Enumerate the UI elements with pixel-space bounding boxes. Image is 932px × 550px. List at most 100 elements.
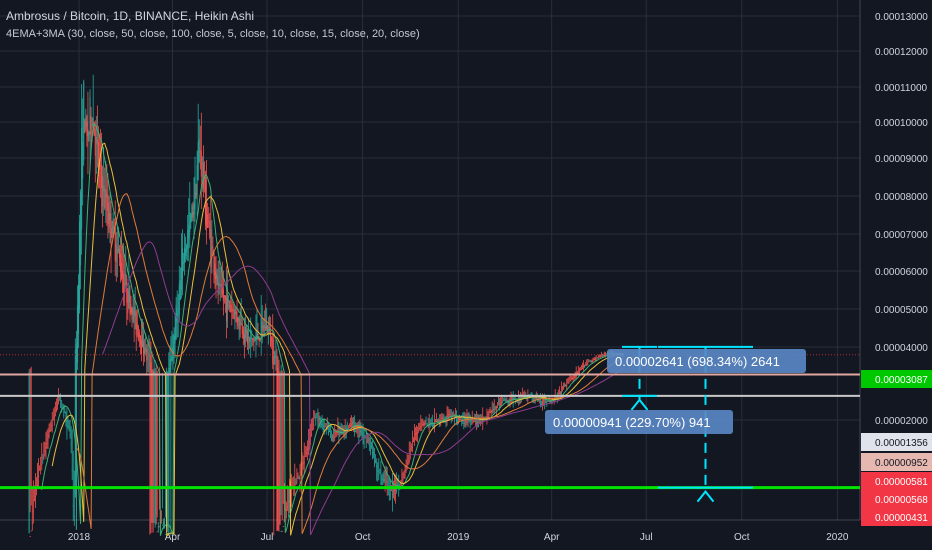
candle-body (286, 506, 288, 508)
candle-body (487, 416, 489, 418)
candle-body (554, 398, 556, 400)
candle-body (444, 420, 446, 422)
candle-body (338, 435, 340, 437)
candle-body (321, 424, 323, 426)
candle-body (583, 366, 585, 368)
candle-body (302, 462, 304, 464)
candle-body (475, 418, 477, 420)
ema-line (102, 241, 624, 536)
candle-body (305, 452, 307, 454)
candle-body (392, 490, 394, 492)
candle-body (272, 339, 274, 364)
candle-body (576, 372, 578, 374)
candle-body (209, 221, 211, 238)
candle-body (473, 420, 475, 422)
candle-body (572, 377, 574, 379)
candle-body (352, 422, 354, 424)
candle-body (580, 368, 582, 370)
candle-body (223, 295, 225, 297)
measure-arrow-head (696, 490, 715, 503)
candle-body (307, 447, 309, 449)
candle-body (42, 457, 44, 459)
candle-body (575, 375, 577, 377)
candle-body (184, 248, 186, 264)
candle-body (431, 425, 433, 427)
candle-body (271, 337, 273, 342)
candle-body (381, 478, 383, 480)
y-tick-label: 0.00009000 (875, 154, 928, 165)
candle-body (260, 317, 262, 340)
candle-body (602, 355, 604, 357)
candle-body (152, 371, 154, 533)
candle-body (104, 188, 106, 208)
candle-body (380, 483, 382, 485)
candle-body (358, 435, 360, 437)
measure-arrow-head (630, 398, 649, 411)
candle-body (192, 212, 194, 217)
candle-body (185, 248, 187, 256)
candle-body (543, 400, 545, 402)
candle-body (186, 245, 188, 253)
candle-body (77, 284, 79, 334)
x-tick-label: 2019 (447, 532, 470, 543)
candle-body (599, 356, 601, 358)
candle-body (236, 311, 238, 323)
candle-body (383, 480, 385, 482)
candle-body (311, 434, 313, 436)
candle-body (369, 449, 371, 451)
candle-body (270, 328, 272, 346)
candle-body (29, 535, 31, 537)
candle-body (319, 418, 321, 420)
candle-body (123, 273, 125, 293)
candle-body (210, 229, 212, 268)
candle-body (72, 505, 74, 507)
candle-body (35, 488, 37, 490)
candle-body (30, 530, 32, 532)
candle-body (566, 384, 568, 386)
candle-body (220, 284, 222, 287)
candle-body (118, 249, 120, 258)
candle-body (315, 418, 317, 420)
x-tick-label: Jul (640, 532, 653, 543)
candle-body (157, 526, 159, 528)
candle-body (438, 419, 440, 421)
candle-body (109, 206, 111, 221)
candle-body (427, 425, 429, 427)
candle-body (219, 283, 221, 285)
candle-body (95, 136, 97, 143)
candle-body (471, 419, 473, 421)
candle-body (160, 519, 162, 521)
candle-body (507, 402, 509, 404)
candle-body (324, 426, 326, 428)
candle-body (420, 425, 422, 427)
candle-body (430, 424, 432, 426)
candle-body (348, 427, 350, 429)
candle-body (416, 433, 418, 435)
candle-body (335, 432, 337, 434)
candle-body (287, 501, 289, 503)
y-tick-label: 0.00004000 (875, 343, 928, 354)
candle-body (129, 293, 131, 315)
candle-body (317, 419, 319, 421)
ma-line (41, 123, 624, 536)
candle-body (497, 404, 499, 406)
candle-body (597, 357, 599, 359)
candle-body (252, 337, 254, 341)
y-tick-label: 0.00008000 (875, 192, 928, 203)
candle-body (111, 228, 113, 238)
candle-body (79, 221, 81, 310)
indicator-legend: 4EMA+3MA (30, close, 50, close, 100, clo… (6, 28, 420, 40)
candle-body (234, 309, 236, 315)
candle-body (197, 142, 199, 181)
candle-body (149, 354, 151, 371)
candle-body (422, 423, 424, 425)
candle-body (48, 435, 50, 437)
candle-body (269, 327, 271, 331)
candle-body (208, 220, 210, 223)
candle-body (548, 400, 550, 402)
candle-body (491, 410, 493, 412)
price-tag-label: 0.00000952 (875, 458, 928, 469)
candle-body (280, 530, 282, 532)
